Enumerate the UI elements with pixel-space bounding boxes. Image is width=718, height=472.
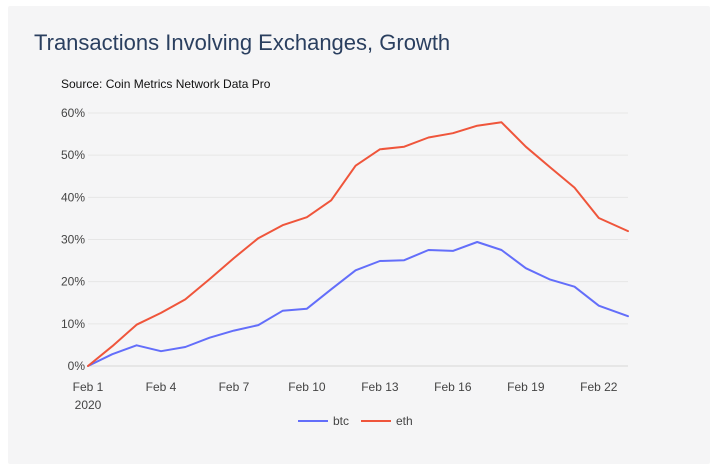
series-lines: [87, 121, 629, 367]
chart-subtitle: Source: Coin Metrics Network Data Pro: [61, 77, 271, 91]
chart-title: Transactions Involving Exchanges, Growth: [34, 30, 451, 55]
legend-item-btc[interactable]: btc: [298, 414, 349, 428]
y-tick-label: 50%: [61, 148, 85, 162]
y-axis-ticks: 0% 10% 20% 30% 40% 50% 60%: [61, 106, 85, 373]
x-tick-label: Feb 7: [219, 380, 250, 394]
gridlines: [88, 112, 628, 367]
x-tick-sublabel: 2020: [75, 398, 102, 412]
y-tick-label: 0%: [68, 359, 86, 373]
x-axis-ticks: Feb 1 2020 Feb 4 Feb 7 Feb 10 Feb 13 Feb 16 Feb…: [73, 380, 618, 412]
x-tick-label: Feb 16: [434, 380, 472, 394]
y-tick-label: 20%: [61, 275, 85, 289]
x-tick-label: Feb 19: [507, 380, 545, 394]
x-tick-label: Feb 10: [288, 380, 326, 394]
legend[interactable]: btc eth: [298, 414, 413, 428]
legend-label: btc: [333, 414, 349, 428]
y-tick-label: 60%: [61, 106, 85, 120]
legend-item-eth[interactable]: eth: [361, 414, 413, 428]
x-tick-label: Feb 4: [146, 380, 177, 394]
y-tick-label: 40%: [61, 190, 85, 204]
chart-card: [8, 6, 710, 464]
legend-label: eth: [396, 414, 413, 428]
series-line-btc: [87, 241, 629, 367]
y-tick-label: 10%: [61, 317, 85, 331]
y-tick-label: 30%: [61, 233, 85, 247]
x-tick-label: Feb 22: [580, 380, 618, 394]
x-tick-label: Feb 1: [73, 380, 104, 394]
x-tick-label: Feb 13: [361, 380, 399, 394]
series-line-eth: [87, 121, 629, 367]
